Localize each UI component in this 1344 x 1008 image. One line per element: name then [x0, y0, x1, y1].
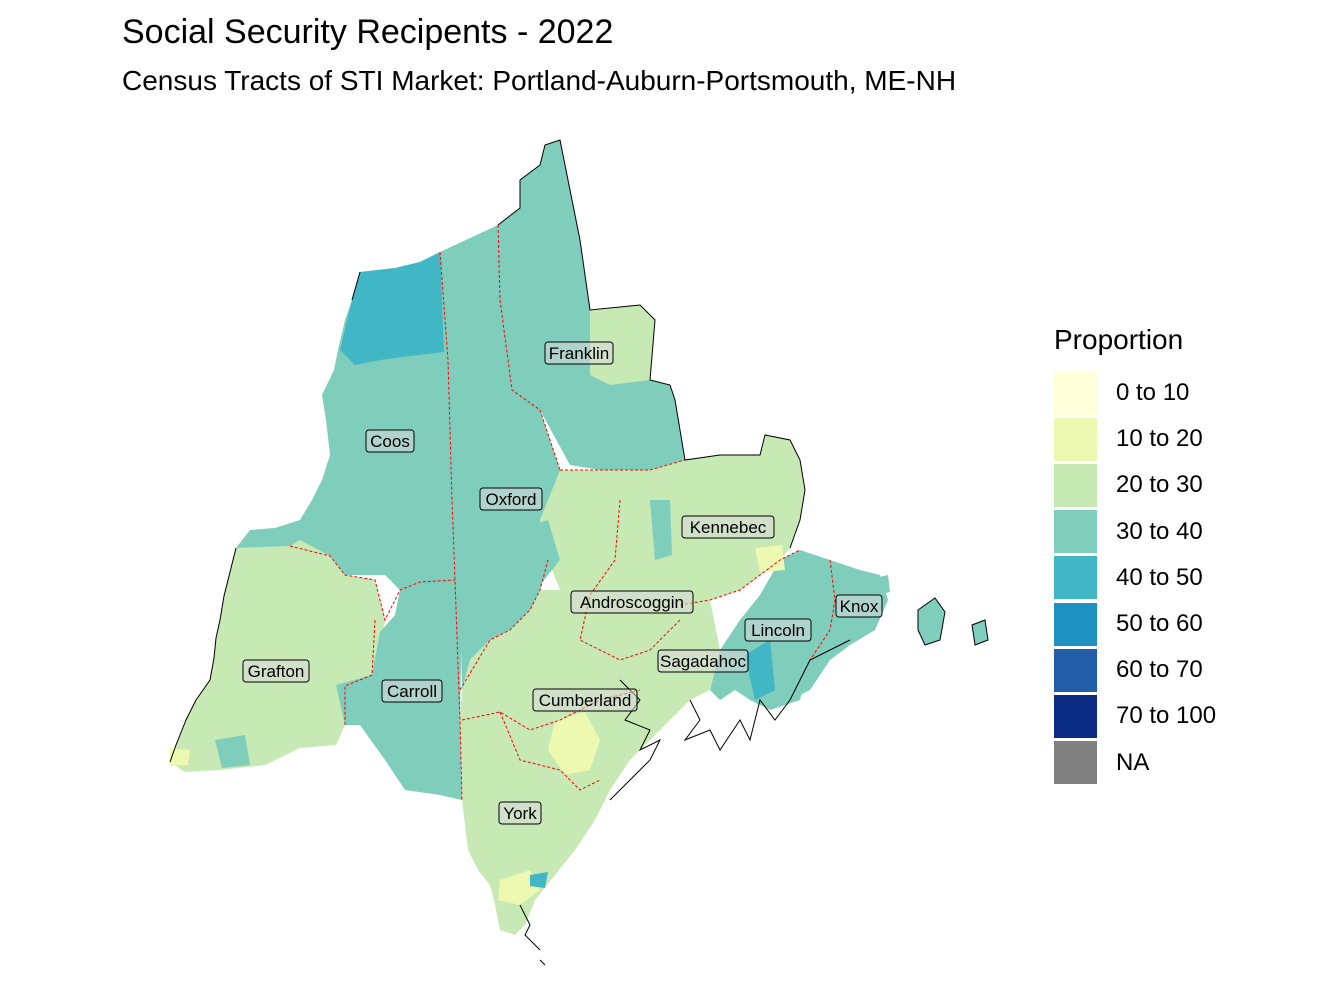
legend-item: 50 to 60	[1054, 601, 1216, 647]
legend-item: 70 to 100	[1054, 693, 1216, 739]
county-label-lincoln: Lincoln	[744, 618, 812, 642]
county-name: Grafton	[248, 662, 305, 681]
patch-light-2	[498, 870, 540, 905]
county-label-grafton: Grafton	[242, 659, 310, 683]
legend-label: 60 to 70	[1116, 656, 1203, 684]
legend-swatch	[1054, 694, 1097, 738]
legend-label: NA	[1116, 748, 1150, 776]
county-name: York	[503, 804, 537, 823]
island-2	[972, 620, 988, 645]
legend-item: 0 to 10	[1054, 370, 1216, 416]
legend: Proportion 0 to 10 10 to 20 20 to 30 30 to …	[1054, 320, 1216, 786]
county-label-kennebec: Kennebec	[681, 515, 775, 539]
legend-item: 10 to 20	[1054, 416, 1216, 462]
patch-high-1	[745, 640, 775, 700]
legend-label: 50 to 60	[1116, 610, 1203, 638]
county-name: Androscoggin	[580, 593, 684, 612]
legend-label: 20 to 30	[1116, 471, 1203, 499]
county-label-franklin: Franklin	[544, 341, 614, 365]
patch-mid-4	[760, 640, 810, 710]
patch-light-3	[755, 545, 785, 572]
county-name: Lincoln	[751, 621, 805, 640]
tract-regions	[170, 140, 988, 935]
island-outline-1	[917, 597, 946, 646]
legend-swatch	[1054, 510, 1097, 554]
coast-detail-2	[683, 639, 851, 751]
legend-swatch	[1054, 741, 1097, 785]
county-name: Oxford	[485, 490, 536, 509]
region-kennebec	[540, 435, 805, 605]
legend-swatch	[1054, 463, 1097, 507]
county-label-coos: Coos	[365, 429, 415, 453]
state-border	[439, 251, 463, 801]
county-name: Kennebec	[690, 518, 767, 537]
patch-light-1	[548, 712, 600, 775]
county-label-knox: Knox	[835, 594, 883, 618]
island-1	[918, 598, 945, 645]
county-name: Franklin	[549, 344, 609, 363]
island-outline-2	[971, 619, 989, 646]
border-knox	[809, 559, 836, 661]
county-name: Cumberland	[539, 691, 632, 710]
county-label-androscoggin: Androscoggin	[570, 590, 694, 614]
choropleth-map: Coos Franklin Oxford Kennebec Androscogg…	[169, 139, 989, 966]
county-label-cumberland: Cumberland	[532, 688, 638, 712]
legend-item: 60 to 70	[1054, 647, 1216, 693]
region-franklin-se	[590, 305, 655, 385]
border-andro	[579, 499, 681, 661]
border-grafton-carroll	[344, 619, 376, 725]
border-oxford-south	[459, 559, 549, 691]
legend-label: 0 to 10	[1116, 379, 1190, 407]
patch-mid-2	[215, 735, 250, 768]
legend-swatch	[1054, 556, 1097, 600]
legend-item: 30 to 40	[1054, 509, 1216, 555]
legend-item: 40 to 50	[1054, 555, 1216, 601]
coastline	[169, 139, 989, 966]
county-name: Sagadahoc	[660, 652, 747, 671]
border-coos-carroll	[289, 545, 456, 622]
county-name: Coos	[370, 432, 410, 451]
map-title: Social Security Recipents - 2022	[122, 13, 614, 51]
region-coos-north	[340, 252, 444, 365]
patch-mid-1	[515, 520, 560, 585]
county-label-york: York	[498, 801, 542, 825]
patch-light-4	[170, 748, 190, 766]
legend-title: Proportion	[1054, 324, 1184, 355]
legend-label: 40 to 50	[1116, 563, 1203, 591]
legend-label: 70 to 100	[1116, 702, 1217, 730]
border-franklin-kennebec	[560, 459, 686, 471]
legend-item: NA	[1054, 740, 1216, 786]
border-kennebec-lincoln	[679, 549, 801, 606]
county-name: Knox	[840, 597, 879, 616]
legend-swatch	[1054, 648, 1097, 692]
legend-item: 20 to 30	[1054, 462, 1216, 508]
legend-swatch	[1054, 602, 1097, 646]
border-oxford-franklin	[497, 224, 561, 471]
county-name: Carroll	[387, 682, 437, 701]
patch-high-2	[530, 872, 548, 888]
legend-swatch	[1054, 371, 1097, 415]
map-subtitle: Census Tracts of STI Market: Portland-Au…	[122, 65, 957, 96]
outer-boundary	[169, 139, 806, 763]
county-label-sagadahoc: Sagadahoc	[657, 649, 749, 673]
county-label-oxford: Oxford	[479, 487, 543, 511]
island-3	[875, 575, 890, 595]
legend-items: 0 to 10 10 to 20 20 to 30 30 to 40 40 to 50 5…	[1054, 370, 1216, 786]
county-label-carroll: Carroll	[381, 679, 443, 703]
patch-mid-3	[650, 500, 672, 560]
region-franklin	[498, 140, 685, 470]
legend-swatch	[1054, 417, 1097, 461]
legend-label: 10 to 20	[1116, 425, 1203, 453]
coast-detail-3	[519, 904, 546, 966]
legend-label: 30 to 40	[1116, 517, 1203, 545]
